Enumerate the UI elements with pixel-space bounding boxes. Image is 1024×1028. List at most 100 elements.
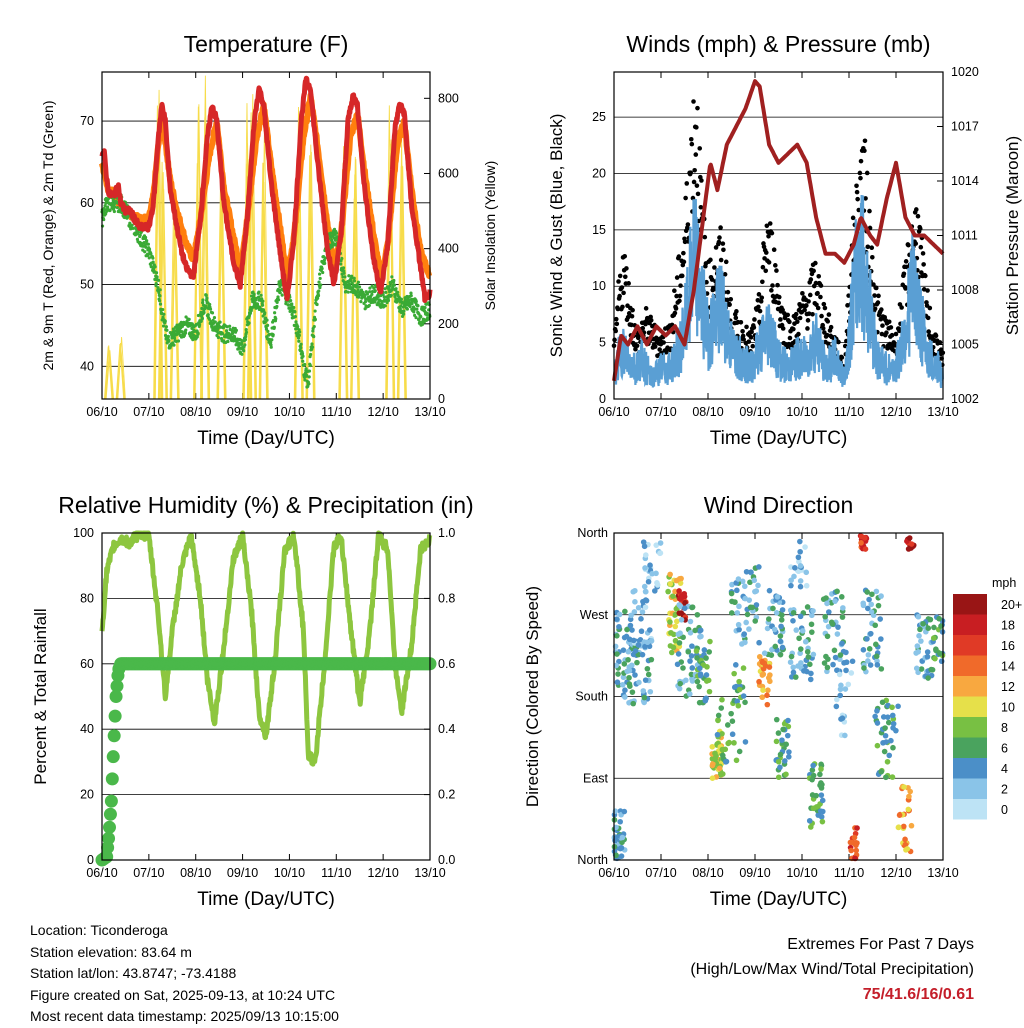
y-tick-label: 50 xyxy=(80,278,94,292)
gust-point xyxy=(699,178,704,183)
direction-point xyxy=(833,703,840,710)
gust-point xyxy=(862,138,868,144)
direction-point xyxy=(702,697,709,704)
gust-point xyxy=(927,305,933,311)
dewpoint-point xyxy=(290,302,294,306)
gust-point xyxy=(813,260,818,266)
direction-point xyxy=(631,609,638,615)
direction-point xyxy=(834,631,841,637)
station-elevation: Station elevation: 83.64 m xyxy=(30,943,192,960)
direction-point xyxy=(889,704,895,711)
dewpoint-point xyxy=(409,294,413,298)
direction-point xyxy=(714,731,721,738)
dewpoint-point xyxy=(275,304,279,309)
direction-point xyxy=(848,847,855,854)
dewpoint-point xyxy=(224,329,229,333)
direction-point xyxy=(647,562,653,569)
humidity-panel: 06/10 07/10 08/10 09/10 10/10 11/10 12/10 13/10… xyxy=(31,492,474,910)
direction-point xyxy=(849,658,856,665)
gust-point xyxy=(683,195,688,201)
dewpoint-point xyxy=(158,294,162,298)
direction-point xyxy=(756,653,763,660)
direction-point xyxy=(838,682,844,689)
direction-point xyxy=(882,732,889,739)
gust-point xyxy=(926,329,932,334)
direction-point xyxy=(932,655,938,662)
gust-point xyxy=(785,312,791,318)
dewpoint-point xyxy=(356,288,360,292)
gust-point xyxy=(773,263,778,268)
direction-point xyxy=(693,648,700,654)
colorbar-swatch xyxy=(953,778,987,799)
colorbar-label: 0 xyxy=(1001,803,1008,817)
gust-point xyxy=(626,311,632,316)
dewpoint-point xyxy=(357,285,362,289)
direction-point xyxy=(731,740,737,746)
direction-point xyxy=(643,552,649,558)
gust-point xyxy=(677,298,682,304)
direction-point xyxy=(627,622,634,629)
direction-point xyxy=(639,609,646,615)
gust-point xyxy=(691,99,696,104)
direction-point xyxy=(810,651,817,658)
dewpoint-point xyxy=(351,286,355,290)
gust-point xyxy=(807,292,813,298)
direction-point xyxy=(920,620,926,627)
y-tick-label: 5 xyxy=(599,336,606,350)
gust-point xyxy=(918,244,924,250)
dewpoint-point xyxy=(158,299,162,303)
x-tick-label: 06/10 xyxy=(86,405,117,419)
y2-tick-label: 1.0 xyxy=(438,526,455,540)
dewpoint-point xyxy=(303,362,307,367)
dewpoint-point xyxy=(206,313,210,317)
dewpoint-point xyxy=(146,253,150,257)
dewpoint-point xyxy=(195,335,199,339)
x-tick-label: 06/10 xyxy=(598,866,629,880)
direction-point xyxy=(736,686,743,693)
x-tick-label: 09/10 xyxy=(227,405,258,419)
dewpoint-point xyxy=(265,323,270,327)
y-tick-label: East xyxy=(583,771,609,785)
dewpoint-point xyxy=(359,299,363,304)
dewpoint-point xyxy=(387,287,391,291)
direction-point xyxy=(819,808,826,815)
direction-point xyxy=(622,687,628,694)
direction-point xyxy=(667,581,674,587)
dewpoint-point xyxy=(143,235,148,240)
direction-point xyxy=(837,652,844,658)
y-tick-label: West xyxy=(580,608,609,622)
colorbar-label: 12 xyxy=(1001,680,1015,694)
direction-point xyxy=(674,618,680,625)
direction-point xyxy=(751,577,758,584)
dewpoint-point xyxy=(218,320,222,324)
gust-point xyxy=(626,281,631,286)
gust-point xyxy=(725,289,731,295)
gust-point xyxy=(914,255,920,261)
direction-point xyxy=(807,661,813,668)
dewpoint-point xyxy=(257,290,261,294)
y2-tick-label: 0.4 xyxy=(438,722,455,736)
dewpoint-point xyxy=(355,290,359,294)
y-tick-label: South xyxy=(575,690,608,704)
dewpoint-point xyxy=(307,375,311,379)
gust-point xyxy=(904,264,910,270)
x-tick-label: 09/10 xyxy=(227,866,258,880)
direction-point xyxy=(854,840,860,846)
gust-point xyxy=(614,321,620,327)
gust-point xyxy=(797,315,803,321)
dewpoint-point xyxy=(340,256,344,261)
gust-point xyxy=(625,314,631,320)
direction-point xyxy=(643,597,650,604)
direction-point xyxy=(809,776,815,783)
direction-point xyxy=(843,659,850,666)
gust-point xyxy=(728,296,734,302)
dewpoint-point xyxy=(234,328,238,332)
colorbar-swatch xyxy=(953,799,987,820)
direction-point xyxy=(753,588,760,594)
dewpoint-point xyxy=(320,266,324,271)
direction-point xyxy=(810,608,816,614)
gust-point xyxy=(674,275,680,280)
dewpoint-point xyxy=(180,330,184,334)
direction-point xyxy=(753,602,760,608)
gust-point xyxy=(933,333,939,339)
